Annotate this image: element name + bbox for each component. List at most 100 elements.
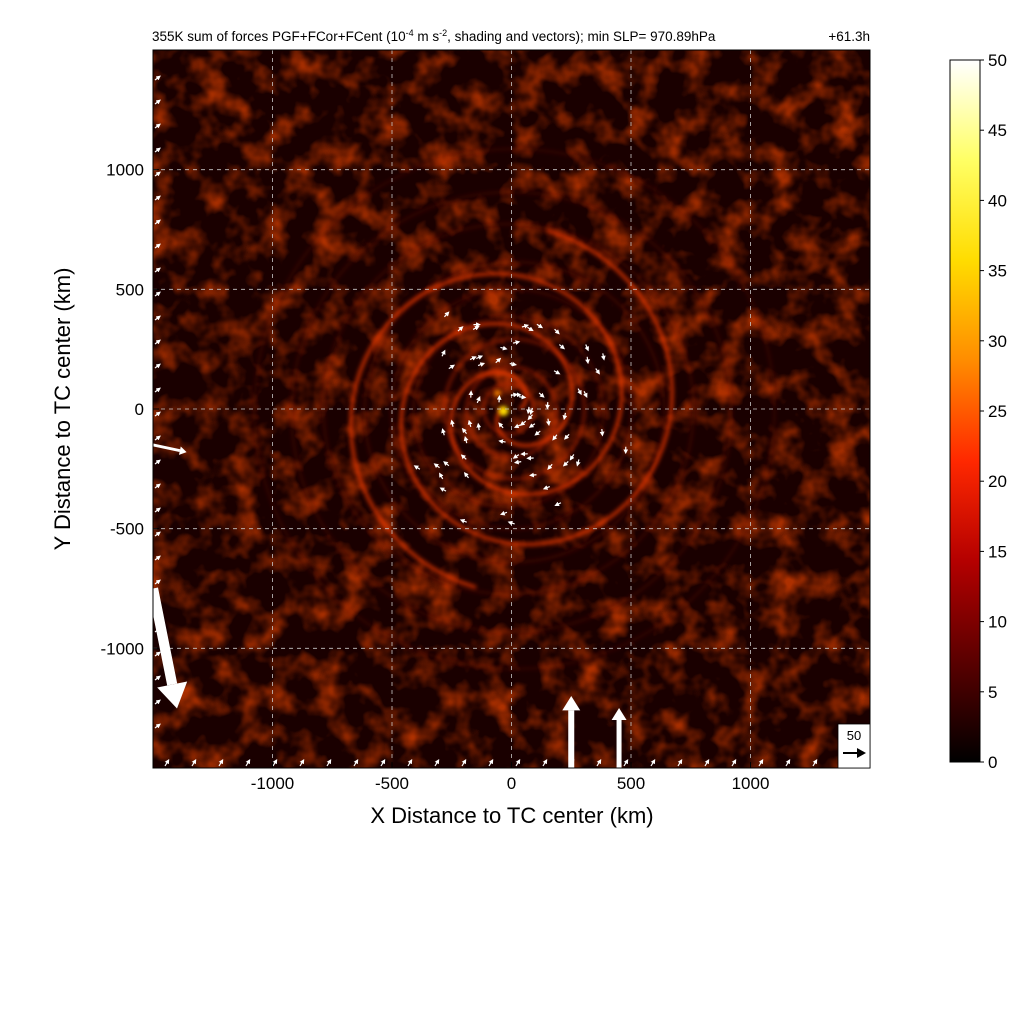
edge-vector: [596, 758, 602, 767]
colorbar-ramp: [949, 59, 981, 763]
edge-vector: [154, 75, 161, 81]
large-vector-head: [611, 708, 627, 720]
small-vector: [513, 423, 521, 429]
small-vector: [547, 463, 553, 470]
edge-vector: [326, 758, 332, 767]
small-vector: [554, 328, 560, 335]
x-tick-label: -500: [375, 774, 409, 793]
small-vector: [512, 340, 521, 345]
title-prefix: 355K sum of forces PGF+FCor+FCent (10: [152, 29, 406, 44]
small-vector: [554, 501, 562, 507]
edge-vector: [154, 483, 161, 489]
large-vector-head: [157, 681, 188, 709]
edge-vector: [515, 758, 521, 767]
small-vector: [443, 311, 450, 318]
small-vector: [521, 323, 530, 329]
small-vector: [463, 472, 469, 479]
small-vector: [564, 433, 570, 440]
small-vector: [441, 428, 446, 436]
small-vector: [498, 439, 506, 444]
small-vector: [519, 420, 527, 426]
small-vector: [472, 326, 480, 331]
colorbar-tick-label: 10: [988, 613, 1007, 632]
chart-title: 355K sum of forces PGF+FCor+FCent (10-4 …: [152, 28, 716, 44]
edge-vector: [154, 315, 161, 321]
small-vector: [477, 362, 486, 367]
small-vector: [600, 353, 606, 361]
small-vector: [518, 394, 527, 400]
edge-vector: [650, 758, 656, 767]
spiral-ring: [465, 365, 558, 459]
small-vector: [528, 423, 536, 428]
small-vector: [439, 487, 447, 492]
small-vector: [569, 454, 575, 461]
edge-vector: [154, 147, 161, 153]
edge-vector: [154, 723, 161, 729]
y-axis-ticks: -1000 -500 0 500 1000: [101, 161, 159, 658]
edge-vector: [154, 699, 161, 705]
colorbar: 0 5 10 15 20 25 30 35 40 45 50: [949, 51, 1007, 772]
x-tick-label: 0: [507, 774, 516, 793]
colorbar-tick-label: 25: [988, 402, 1007, 421]
edge-vector: [154, 555, 161, 561]
small-vector: [509, 361, 517, 367]
spiral-ring: [412, 316, 605, 508]
edge-vector: [407, 758, 413, 767]
small-vector: [595, 368, 600, 375]
shading-texture: [153, 50, 870, 768]
small-vector: [512, 454, 520, 459]
edge-vector: [154, 435, 161, 441]
small-vector: [495, 357, 502, 364]
edge-vector: [245, 758, 251, 767]
title-superscript-2: -2: [439, 28, 447, 38]
small-vector: [448, 364, 456, 370]
small-vector: [441, 349, 446, 357]
hotspot: [494, 390, 501, 396]
reference-vector-background: [837, 723, 871, 769]
small-vector: [545, 418, 551, 427]
reference-vector-box: 50: [837, 723, 871, 769]
small-vector: [513, 459, 522, 465]
edge-vector: [154, 99, 161, 105]
large-vector-head: [178, 446, 187, 455]
edge-vector: [154, 171, 161, 177]
edge-vector: [154, 195, 161, 201]
small-vector: [527, 414, 533, 421]
spiral-arm: [399, 228, 674, 547]
x-tick-label: 1000: [732, 774, 770, 793]
edge-vector: [704, 758, 710, 767]
edge-vector: [154, 339, 161, 345]
large-vector-shaft: [153, 443, 181, 453]
x-tick-label: -1000: [251, 774, 294, 793]
title-suffix: , shading and vectors); min SLP= 970.89h…: [447, 29, 716, 44]
plot-area: [152, 49, 871, 769]
colorbar-tick-label: 45: [988, 121, 1007, 140]
edge-vector: [353, 758, 359, 767]
edge-vector: [154, 651, 161, 657]
x-axis-label: X Distance to TC center (km): [370, 803, 653, 828]
edge-vector: [154, 387, 161, 393]
colorbar-tick-label: 0: [988, 753, 997, 772]
edge-vector: [785, 758, 791, 767]
small-vector: [476, 396, 481, 404]
colorbar-tick-label: 35: [988, 262, 1007, 281]
force-vectors: [153, 75, 845, 768]
small-vector: [577, 388, 582, 396]
small-vector: [498, 422, 504, 429]
y-axis-label: Y Distance to TC center (km): [50, 268, 75, 551]
small-vector: [553, 369, 561, 375]
small-vector: [443, 461, 450, 467]
small-vector: [476, 422, 482, 431]
edge-vector: [154, 579, 161, 585]
small-vector: [439, 472, 444, 480]
small-vector: [558, 344, 565, 350]
small-vector: [467, 419, 473, 428]
small-vector: [583, 391, 588, 398]
forecast-time-label: +61.3h: [828, 29, 870, 44]
title-superscript-1: -4: [406, 28, 414, 38]
edge-vector: [272, 758, 278, 767]
y-tick-label: -1000: [101, 639, 144, 658]
edge-vector: [154, 243, 161, 249]
edge-vector: [154, 675, 161, 681]
